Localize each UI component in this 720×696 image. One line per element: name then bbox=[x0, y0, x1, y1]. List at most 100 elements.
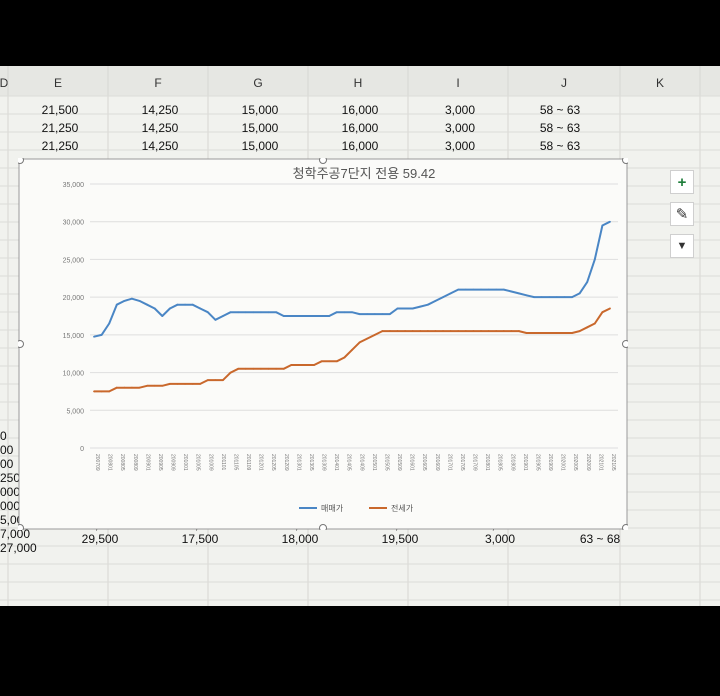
x-tick-label: 201009 bbox=[207, 454, 213, 471]
column-header-F[interactable]: F bbox=[154, 76, 161, 90]
data-point-전세가 bbox=[282, 367, 285, 370]
resize-handle[interactable] bbox=[319, 156, 327, 164]
x-tick-label: 201901 bbox=[522, 454, 528, 471]
add-chart-element-button[interactable]: + bbox=[670, 170, 694, 194]
cell-value-partial: 7,000 bbox=[0, 527, 30, 541]
data-point-전세가 bbox=[518, 330, 520, 332]
data-point-전세가 bbox=[237, 367, 240, 370]
data-point-매매가 bbox=[93, 335, 95, 338]
column-header-J[interactable]: J bbox=[561, 76, 567, 90]
data-point-매매가 bbox=[518, 292, 520, 295]
x-tick-label: 201501 bbox=[371, 454, 377, 471]
data-point-전세가 bbox=[419, 330, 422, 332]
column-header-K[interactable]: K bbox=[656, 76, 664, 90]
data-point-전세가 bbox=[168, 382, 171, 385]
data-point-전세가 bbox=[510, 330, 513, 332]
chart-frame[interactable] bbox=[18, 158, 628, 530]
data-point-전세가 bbox=[244, 367, 247, 370]
x-tick-label: 201505 bbox=[383, 454, 389, 471]
resize-handle[interactable] bbox=[319, 524, 327, 532]
data-point-매매가 bbox=[525, 294, 528, 297]
data-point-전세가 bbox=[252, 367, 255, 370]
x-tick-label: 201205 bbox=[270, 454, 276, 471]
resize-handle[interactable] bbox=[622, 340, 630, 348]
x-tick-label: 201805 bbox=[497, 454, 503, 471]
chart-styles-button[interactable]: ✎ bbox=[670, 202, 694, 226]
data-point-전세가 bbox=[138, 386, 141, 389]
data-point-전세가 bbox=[593, 322, 596, 325]
data-point-매매가 bbox=[131, 297, 133, 300]
data-point-전세가 bbox=[320, 360, 323, 363]
data-point-전세가 bbox=[123, 386, 126, 389]
x-tick-label: 200805 bbox=[119, 454, 125, 471]
data-point-전세가 bbox=[275, 367, 278, 370]
y-tick-label: 5,000 bbox=[66, 408, 84, 415]
x-tick-label: 201809 bbox=[509, 454, 515, 471]
data-point-매매가 bbox=[191, 303, 194, 306]
column-header-I[interactable]: I bbox=[456, 76, 459, 90]
data-point-전세가 bbox=[555, 332, 558, 334]
cell-value-partial: 0 bbox=[0, 429, 7, 443]
data-point-매매가 bbox=[214, 318, 217, 321]
resize-handle[interactable] bbox=[622, 156, 630, 164]
data-point-매매가 bbox=[351, 311, 353, 314]
cell-value: 3,000 bbox=[445, 103, 475, 117]
chart-filters-button[interactable]: ▼ bbox=[670, 234, 694, 258]
x-tick-label: 201705 bbox=[459, 454, 465, 471]
data-point-전세가 bbox=[495, 330, 498, 332]
data-point-매매가 bbox=[381, 313, 384, 316]
cell-value-partial: 27,000 bbox=[0, 541, 37, 555]
data-point-전세가 bbox=[297, 364, 300, 366]
data-point-전세가 bbox=[396, 330, 399, 332]
data-point-매매가 bbox=[176, 303, 179, 306]
data-point-매매가 bbox=[244, 311, 247, 314]
resize-handle[interactable] bbox=[16, 340, 24, 348]
x-tick-label: 201309 bbox=[321, 454, 327, 471]
data-point-매매가 bbox=[404, 307, 407, 310]
x-tick-label: 201201 bbox=[258, 454, 264, 471]
data-point-매매가 bbox=[548, 296, 551, 299]
cell-value: 58 ~ 63 bbox=[540, 121, 581, 135]
cell-value: 14,250 bbox=[142, 139, 179, 153]
data-point-매매가 bbox=[487, 288, 490, 291]
data-point-매매가 bbox=[495, 288, 498, 291]
x-tick-label: 201409 bbox=[358, 454, 364, 471]
data-point-전세가 bbox=[389, 330, 391, 332]
data-point-전세가 bbox=[609, 307, 611, 310]
data-point-매매가 bbox=[328, 315, 331, 317]
data-point-매매가 bbox=[540, 296, 543, 299]
column-header-G[interactable]: G bbox=[253, 76, 262, 90]
data-point-전세가 bbox=[442, 330, 444, 332]
column-header-D[interactable]: D bbox=[0, 76, 9, 90]
data-point-전세가 bbox=[571, 332, 573, 334]
y-tick-label: 15,000 bbox=[63, 333, 85, 340]
column-header-H[interactable]: H bbox=[354, 76, 363, 90]
cell-value: 17,500 bbox=[182, 532, 219, 546]
column-header-bar bbox=[0, 66, 720, 96]
resize-handle[interactable] bbox=[16, 524, 24, 532]
cell-value: 14,250 bbox=[142, 121, 179, 135]
x-tick-label: 200709 bbox=[94, 454, 100, 471]
column-header-E[interactable]: E bbox=[54, 76, 62, 90]
data-point-전세가 bbox=[206, 379, 209, 382]
data-point-전세가 bbox=[601, 311, 604, 314]
data-point-매매가 bbox=[313, 315, 315, 317]
resize-handle[interactable] bbox=[16, 156, 24, 164]
filter-icon: ▼ bbox=[676, 240, 688, 252]
data-point-전세가 bbox=[153, 384, 156, 387]
chart-area[interactable]: 청학주공7단지 전용 59.42 0 5,000 10,000 15,000 20,000… bbox=[16, 156, 630, 532]
data-point-전세가 bbox=[351, 349, 353, 351]
data-point-매매가 bbox=[411, 307, 414, 310]
x-tick-label: 201305 bbox=[308, 454, 314, 471]
resize-handle[interactable] bbox=[622, 524, 630, 532]
cell-value: 15,000 bbox=[242, 139, 279, 153]
data-point-매매가 bbox=[358, 313, 361, 316]
cell-value-partial: 00 bbox=[0, 443, 14, 457]
data-point-매매가 bbox=[297, 315, 300, 317]
cell-value: 15,000 bbox=[242, 103, 279, 117]
x-tick-label: 200909 bbox=[170, 454, 176, 471]
data-point-전세가 bbox=[176, 382, 179, 385]
data-point-매매가 bbox=[609, 220, 611, 223]
data-point-전세가 bbox=[480, 330, 482, 332]
data-point-전세가 bbox=[449, 330, 452, 332]
